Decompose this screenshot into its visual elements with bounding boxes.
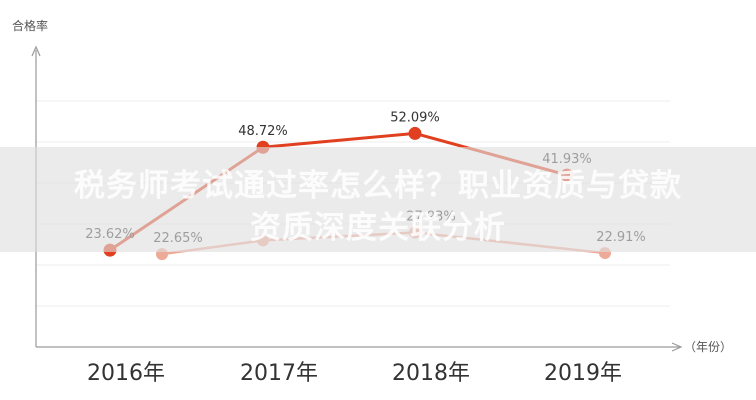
y-axis-arrow (31, 45, 41, 57)
x-tick-label: 2016年 (87, 361, 165, 386)
data-label: 48.72% (238, 124, 288, 139)
overlay-title-line-1: 税务师考试通过率怎么样？职业资质与贷款 (74, 168, 682, 204)
data-point (408, 126, 422, 140)
data-label: 52.09% (390, 110, 440, 125)
x-tick-label: 2018年 (392, 361, 470, 386)
x-axis-label: （年份） (684, 340, 732, 354)
x-tick-label: 2019年 (544, 361, 622, 386)
overlay-title-line-2: 资质深度关联分析 (250, 210, 506, 246)
overlay-banner (0, 147, 756, 252)
x-axis-arrow (671, 342, 683, 352)
x-tick-labels: 2016年 2017年 2018年 2019年 (87, 361, 622, 386)
y-axis-label: 合格率 (12, 18, 48, 33)
x-tick-label: 2017年 (240, 361, 318, 386)
